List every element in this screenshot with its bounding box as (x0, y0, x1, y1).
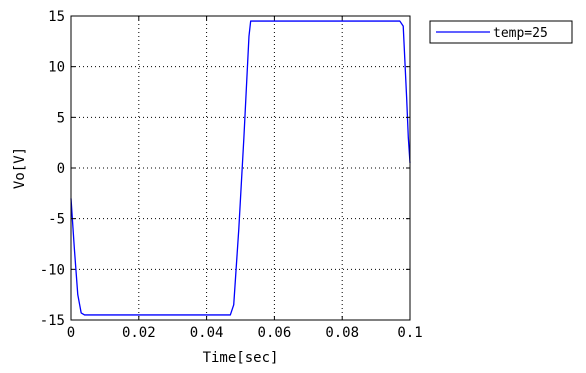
grid (71, 16, 410, 320)
legend-box (429, 20, 573, 44)
y-tick-label: -15 (40, 313, 65, 329)
ticks: 0 0.02 0.04 0.06 0.08 0.1 -15 -10 -5 0 5 10 15 (40, 9, 423, 341)
y-tick-label: 0 (57, 161, 65, 177)
series-line-0 (70, 20, 411, 316)
x-tick-label: 0.08 (325, 325, 359, 341)
legend-label-temp-25: temp=25 (493, 26, 548, 41)
y-tick-label: 5 (57, 110, 65, 126)
y-axis-title: Vo[V] (12, 147, 28, 189)
y-tick-label: 15 (48, 9, 65, 25)
y-tick-label: -10 (40, 262, 65, 278)
plot-area (70, 20, 411, 316)
x-axis-title: Time[sec] (203, 350, 279, 366)
x-tick-label: 0.02 (122, 325, 156, 341)
x-tick-label: 0.04 (190, 325, 224, 341)
y-tick-label: -5 (48, 212, 65, 228)
x-tick-label: 0 (67, 325, 75, 341)
x-tick-label: 0.06 (258, 325, 292, 341)
y-tick-label: 10 (48, 60, 65, 76)
legend[interactable]: temp=25 (429, 20, 573, 44)
x-tick-label: 0.1 (397, 325, 422, 341)
